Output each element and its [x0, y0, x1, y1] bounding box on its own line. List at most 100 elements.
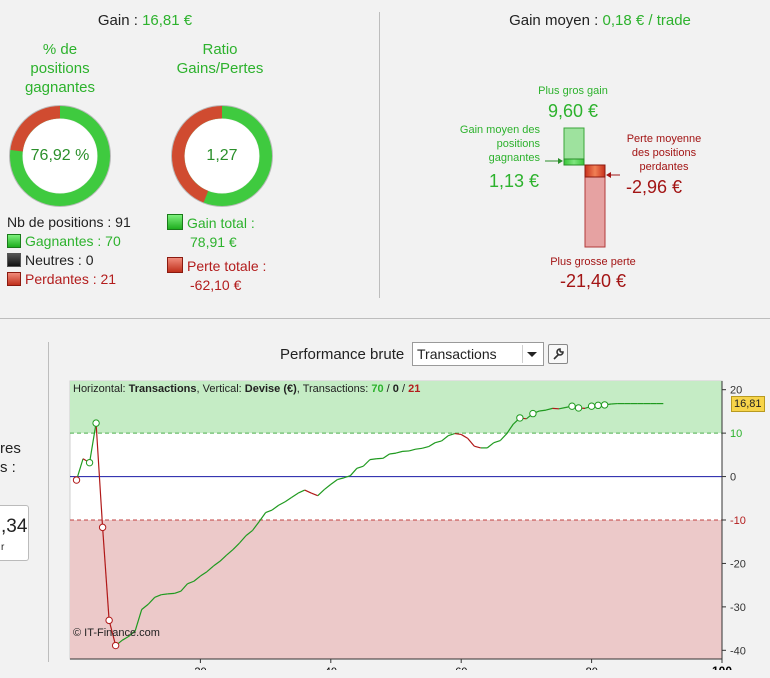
winning-pct-title: % de positions gagnantes	[24, 41, 96, 96]
avg-win-label: Gain moyen des positions gagnantes	[459, 124, 540, 164]
max-loss-value: -21,40 €	[559, 271, 627, 291]
chart-info: Horizontal: Transactions, Vertical: Devi…	[73, 383, 421, 395]
series-segment	[102, 527, 110, 621]
max-gain-label: Plus gros gain	[538, 85, 608, 97]
ratio-value: 1,27	[206, 147, 238, 164]
series-segment	[206, 565, 214, 573]
series-segment	[174, 590, 182, 594]
series-segment	[219, 554, 227, 562]
series-point	[529, 409, 537, 418]
avg-loss-label: Perte moyenne des positions perdantes	[626, 133, 702, 173]
series-segment	[193, 575, 201, 582]
series-segment	[226, 549, 234, 556]
series-segment	[474, 445, 481, 449]
performance-series	[72, 401, 664, 650]
series-segment	[382, 453, 390, 459]
section-divider	[0, 318, 770, 319]
ratio-donut	[171, 105, 273, 207]
series-segment	[337, 477, 344, 481]
series-segment	[460, 433, 469, 439]
gain-label: Gain :	[97, 12, 143, 29]
series-segment	[161, 593, 168, 596]
avg-gain-loss-chart	[545, 127, 620, 248]
green-swatch-icon	[7, 234, 21, 248]
series-segment	[252, 521, 260, 531]
series-segment	[454, 432, 462, 436]
x-tick-label: 100	[712, 664, 732, 670]
y-tick-label: -10	[730, 515, 746, 527]
series-segment	[134, 609, 143, 631]
series-segment	[108, 620, 117, 646]
avg-gain-summary: Gain moyen : 0,18 € / trade	[460, 12, 740, 29]
winning-pct-donut	[9, 105, 111, 207]
series-segment	[356, 465, 364, 469]
series-point	[72, 476, 81, 484]
series-segment	[141, 603, 149, 610]
series-segment	[121, 635, 129, 641]
y-tick-label: 0	[730, 472, 736, 484]
series-segment	[317, 489, 325, 497]
series-segment	[245, 529, 253, 537]
series-segment	[539, 409, 547, 412]
x-tick-label: 20	[194, 666, 206, 670]
left-partial-sub: r	[1, 542, 5, 553]
series-segment	[447, 432, 455, 437]
series-segment	[408, 448, 416, 452]
chart-ticks: 2040608010020100-10-20-30-40	[194, 385, 746, 670]
left-partial-box: ,34 r	[0, 505, 29, 561]
avg-win-bar	[563, 158, 585, 166]
red-swatch-icon	[167, 257, 183, 273]
series-segment	[258, 512, 267, 523]
max-loss-label: Plus grosse perte	[550, 256, 636, 268]
black-swatch-icon	[7, 253, 21, 267]
series-segment	[323, 483, 332, 491]
left-partial-text-2: s :	[0, 459, 16, 476]
avg-gain-label: Gain moyen :	[509, 12, 603, 29]
series-segment	[421, 446, 429, 449]
series-point	[92, 419, 100, 427]
perf-select[interactable]: Transactions	[412, 342, 544, 366]
y-tick-label: -40	[730, 645, 746, 657]
avg-loss-bar	[584, 164, 606, 178]
series-segment	[558, 406, 566, 410]
left-partial-text-1: res	[0, 440, 21, 457]
series-point	[105, 616, 113, 625]
series-segment	[441, 435, 449, 442]
positions-neutral: Neutres : 0	[7, 252, 93, 268]
y-tick-label: 10	[730, 428, 742, 440]
winning-pct-value: 76,92 %	[30, 147, 90, 164]
series-segment	[128, 630, 136, 637]
x-tick-label: 80	[586, 666, 598, 670]
series-segment	[180, 583, 188, 592]
performance-chart: 2040608010020100-10-20-30-40	[69, 380, 746, 670]
series-segment	[239, 535, 247, 544]
series-segment	[75, 458, 84, 481]
series-point	[574, 404, 583, 412]
series-segment	[467, 437, 475, 447]
x-tick-label: 60	[455, 666, 467, 670]
series-segment	[297, 489, 305, 494]
series-segment	[213, 560, 221, 567]
series-segment	[343, 475, 351, 479]
series-segment	[415, 447, 423, 450]
series-point	[594, 401, 602, 410]
series-segment	[506, 423, 514, 434]
series-segment	[311, 492, 318, 497]
y-tick-label: 20	[730, 385, 742, 397]
profit-zone	[70, 381, 722, 434]
green-swatch-icon	[167, 214, 183, 230]
gain-value: 16,81 €	[142, 12, 193, 29]
series-segment	[330, 479, 338, 485]
max-gain-value: 9,60 €	[547, 101, 599, 121]
series-segment	[284, 496, 293, 503]
perf-select-value: Transactions	[417, 346, 497, 362]
series-segment	[395, 450, 403, 454]
series-segment	[499, 433, 508, 441]
series-segment	[278, 501, 286, 506]
positions-count: Nb de positions : 91	[7, 214, 131, 230]
series-point	[600, 401, 609, 409]
series-segment	[545, 407, 553, 411]
settings-button[interactable]	[548, 344, 568, 364]
series-segment	[304, 489, 312, 494]
series-point	[568, 402, 576, 410]
